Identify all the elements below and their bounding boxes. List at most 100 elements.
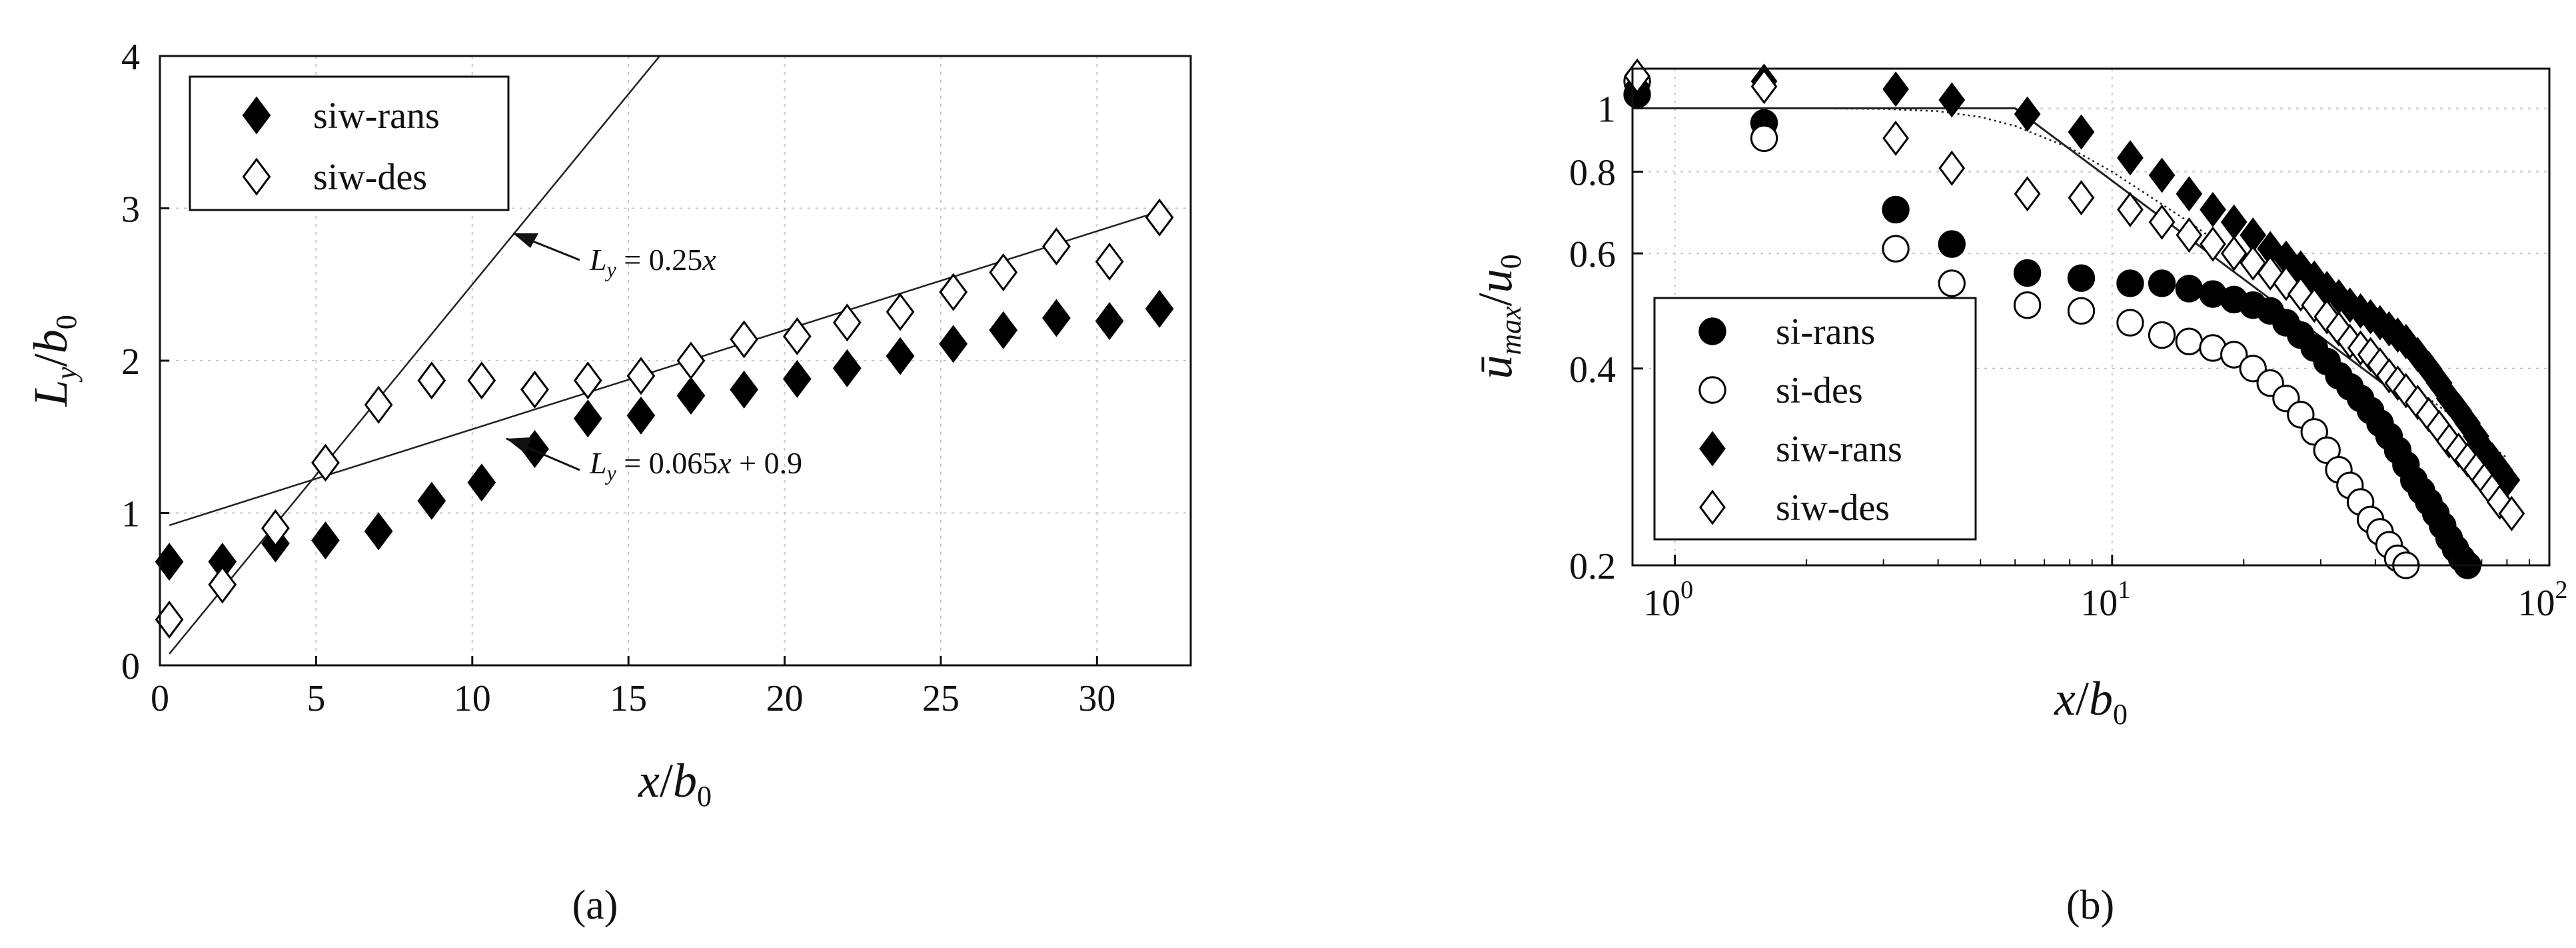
panel-a-fit-lines — [169, 56, 1160, 655]
point-siw-des — [2014, 176, 2041, 212]
point-siw-des — [2117, 191, 2144, 227]
point-siw-des — [886, 293, 915, 331]
point-siw-rans — [782, 359, 812, 398]
point-siw-rans — [1095, 302, 1124, 341]
panel-a-caption: (a) — [572, 883, 618, 928]
point-si-des — [2148, 321, 2176, 349]
legend-label-siw-rans: siw-rans — [1776, 429, 1902, 470]
point-si-rans — [1882, 195, 1910, 224]
point-siw-rans — [311, 521, 340, 560]
point-siw-rans — [364, 512, 393, 551]
point-siw-rans — [2200, 191, 2226, 227]
legend-marker-siw-rans — [242, 96, 271, 135]
point-siw-rans — [626, 396, 656, 435]
point-si-des — [2013, 291, 2042, 319]
point-siw-des — [1882, 120, 1909, 156]
point-siw-des — [1145, 198, 1174, 237]
svg-text:Ly = 0.25x: Ly = 0.25x — [589, 243, 716, 281]
point-siw-des — [939, 273, 968, 311]
point-siw-rans — [2176, 176, 2203, 212]
x-tick-label: 102 — [2518, 576, 2568, 624]
point-si-des — [1938, 269, 1966, 297]
x-tick-label: 20 — [766, 678, 804, 719]
point-si-rans — [2067, 264, 2096, 292]
point-siw-rans — [417, 481, 446, 520]
point-siw-des — [311, 443, 340, 482]
point-siw-des — [2498, 495, 2525, 531]
y-tick-label: 0.8 — [1569, 153, 1616, 194]
legend-marker-si-rans — [1698, 317, 1726, 345]
point-siw-rans — [2148, 157, 2176, 193]
point-si-des — [2220, 341, 2248, 369]
point-siw-rans — [832, 349, 862, 387]
y-tick-label: 0.4 — [1569, 349, 1616, 391]
point-siw-des — [2220, 235, 2248, 271]
point-siw-des — [364, 385, 393, 424]
point-siw-des — [467, 361, 496, 400]
point-si-rans — [2116, 269, 2144, 297]
y-tick-label: 0.2 — [1569, 546, 1616, 587]
point-siw-rans — [1938, 82, 1966, 118]
legend-label-siw-des: siw-des — [313, 157, 427, 198]
panel-b: 100 101 102 0.2 0.4 0.6 0.8 1 si-rans si-des siw-… — [1469, 58, 2568, 928]
panel-a-tick-labels: 0 5 10 15 20 25 30 0 1 2 3 4 — [121, 37, 1115, 719]
panel-b-ylabel: ūmax/u0 — [1469, 254, 1527, 379]
legend-label-si-des: si-des — [1776, 370, 1863, 411]
point-siw-des — [626, 357, 656, 395]
legend-label-siw-des: siw-des — [1776, 487, 1890, 529]
x-tick-label: 15 — [610, 678, 647, 719]
panel-b-xlabel: x/b0 — [2054, 672, 2128, 731]
x-tick-label: 30 — [1078, 678, 1115, 719]
point-siw-rans — [1145, 289, 1174, 328]
panel-a: 0 5 10 15 20 25 30 0 1 2 3 4 siw-rans siw-des Ly = 0… — [24, 37, 1192, 928]
fit-line-025x — [169, 56, 661, 655]
panel-a-data-marks — [155, 198, 1174, 639]
y-tick-label: 1 — [121, 494, 140, 535]
point-siw-rans — [1042, 299, 1071, 337]
point-siw-rans — [886, 337, 915, 375]
panel-b-legend: si-rans si-des siw-rans siw-des — [1698, 311, 1902, 529]
point-siw-des — [573, 361, 602, 400]
y-tick-label: 0 — [121, 646, 140, 687]
point-siw-rans — [2117, 140, 2144, 176]
x-tick-label: 100 — [1643, 576, 1693, 624]
point-siw-des — [1095, 242, 1124, 281]
x-tick-label: 0 — [151, 678, 169, 719]
point-si-des — [2067, 297, 2096, 325]
point-siw-rans — [573, 399, 602, 438]
point-siw-rans — [467, 463, 496, 502]
point-si-rans — [2013, 259, 2042, 287]
point-siw-des — [782, 317, 812, 355]
panel-b-caption: (b) — [2066, 883, 2114, 928]
panel-b-frame — [1631, 67, 2551, 567]
x-tick-label: 101 — [2080, 576, 2130, 624]
point-siw-des — [1042, 227, 1071, 266]
point-siw-rans — [2068, 114, 2095, 150]
legend-marker-siw-des — [1699, 489, 1726, 525]
annotation-ly-0065x: Ly = 0.065x + 0.9 — [506, 437, 802, 485]
panel-b-tick-labels: 100 101 102 0.2 0.4 0.6 0.8 1 — [1569, 89, 2568, 624]
point-siw-rans — [2014, 96, 2041, 132]
point-siw-des — [730, 320, 759, 359]
y-tick-label: 4 — [121, 37, 140, 78]
point-si-rans — [2148, 269, 2176, 297]
point-siw-des — [2068, 180, 2095, 216]
x-tick-label: 25 — [922, 678, 960, 719]
point-siw-des — [417, 361, 446, 400]
y-tick-label: 0.6 — [1569, 234, 1616, 275]
point-si-rans — [2175, 275, 2204, 303]
point-siw-des — [520, 370, 549, 409]
point-siw-des — [2200, 226, 2226, 262]
panel-a-legend: siw-rans siw-des — [242, 95, 440, 198]
point-siw-des — [208, 565, 237, 604]
point-si-des — [1750, 124, 1778, 153]
legend-label-siw-rans: siw-rans — [313, 95, 440, 137]
annotation-ly-025x: Ly = 0.25x — [512, 232, 716, 281]
y-tick-label: 1 — [1597, 89, 1616, 131]
point-siw-des — [261, 509, 290, 547]
fit-line-0065x — [169, 210, 1160, 527]
point-siw-des — [832, 303, 862, 342]
legend-marker-si-des — [1698, 376, 1726, 404]
point-si-rans — [1938, 230, 1966, 258]
